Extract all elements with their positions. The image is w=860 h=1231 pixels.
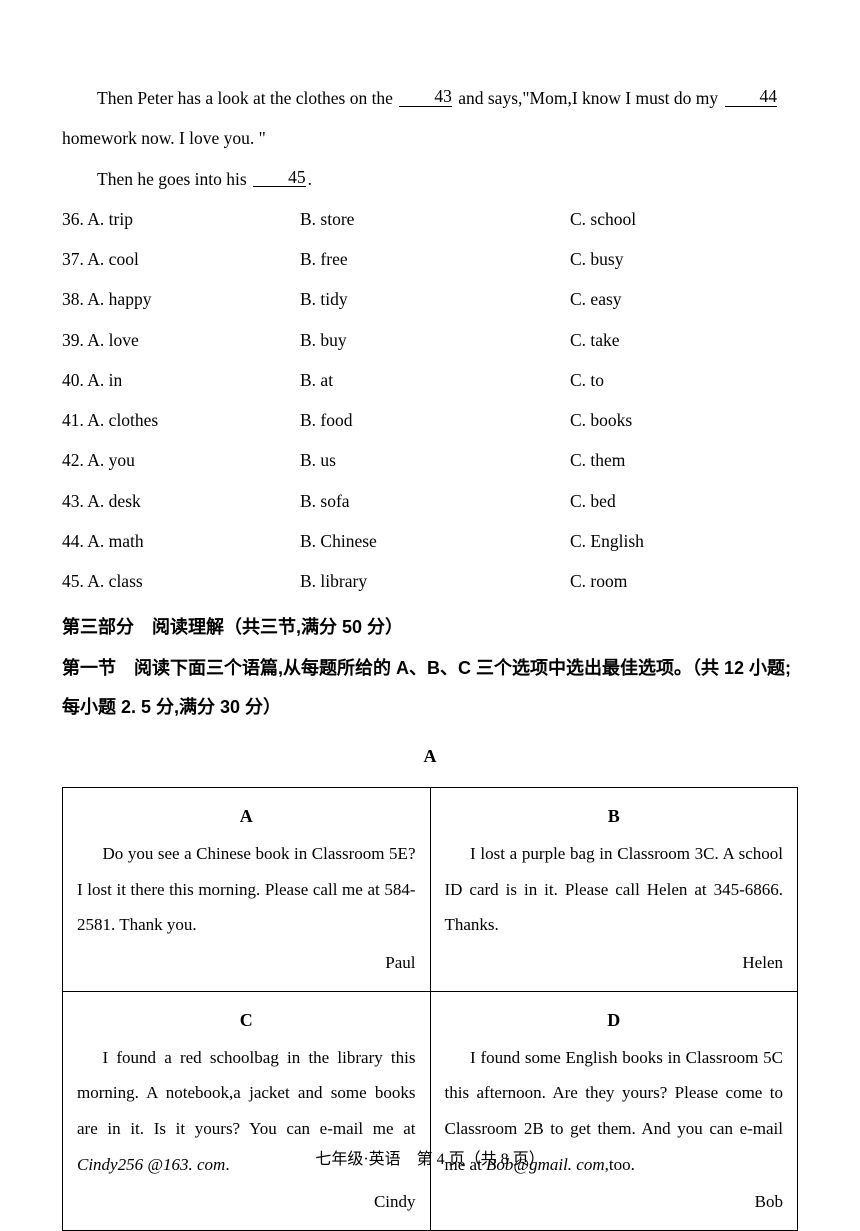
option-row: 40. A. inB. atC. to	[62, 360, 798, 400]
option-a: 37. A. cool	[62, 239, 300, 279]
cell-d-sig: Bob	[445, 1184, 784, 1220]
passage-text: .	[308, 169, 312, 189]
option-c: C. take	[570, 320, 798, 360]
option-row: 39. A. loveB. buyC. take	[62, 320, 798, 360]
option-b: B. free	[300, 239, 570, 279]
option-c: C. them	[570, 440, 798, 480]
option-a: 43. A. desk	[62, 481, 300, 521]
cell-c: C I found a red schoolbag in the library…	[63, 991, 431, 1230]
cell-a-text: Do you see a Chinese book in Classroom 5…	[77, 836, 416, 943]
option-row: 44. A. mathB. ChineseC. English	[62, 521, 798, 561]
cell-a: A Do you see a Chinese book in Classroom…	[63, 788, 431, 992]
option-b: B. buy	[300, 320, 570, 360]
passage-a-label: A	[62, 736, 798, 777]
option-a: 40. A. in	[62, 360, 300, 400]
section-three-heading: 第三部分 阅读理解（共三节,满分 50 分）	[62, 607, 798, 648]
option-c: C. English	[570, 521, 798, 561]
option-b: B. at	[300, 360, 570, 400]
cell-a-label: A	[77, 798, 416, 836]
option-c: C. room	[570, 561, 798, 601]
cell-a-sig: Paul	[77, 945, 416, 981]
cell-b-text: I lost a purple bag in Classroom 3C. A s…	[445, 836, 784, 943]
page-footer: 七年级·英语 第 4 页（共 8 页）	[0, 1142, 860, 1179]
cell-a-body: Do you see a Chinese book in Classroom 5…	[77, 836, 416, 943]
cell-b-label: B	[445, 798, 784, 836]
cell-d: D I found some English books in Classroo…	[430, 991, 798, 1230]
option-a: 44. A. math	[62, 521, 300, 561]
option-b: B. sofa	[300, 481, 570, 521]
option-row: 43. A. deskB. sofaC. bed	[62, 481, 798, 521]
option-a: 39. A. love	[62, 320, 300, 360]
option-row: 37. A. coolB. freeC. busy	[62, 239, 798, 279]
cell-c-pre: I found a red schoolbag in the library t…	[77, 1048, 416, 1138]
option-c: C. busy	[570, 239, 798, 279]
option-c: C. school	[570, 199, 798, 239]
cell-c-label: C	[77, 1002, 416, 1040]
option-row: 36. A. tripB. storeC. school	[62, 199, 798, 239]
option-b: B. tidy	[300, 279, 570, 319]
passage-text: and says,"Mom,I know I must do my	[454, 88, 723, 108]
option-b: B. store	[300, 199, 570, 239]
cell-d-label: D	[445, 1002, 784, 1040]
passage-text: Then Peter has a look at the clothes on …	[97, 88, 397, 108]
option-a: 42. A. you	[62, 440, 300, 480]
options-list: 36. A. tripB. storeC. school 37. A. cool…	[62, 199, 798, 602]
passage-line-2: homework now. I love you. "	[62, 118, 798, 158]
option-c: C. bed	[570, 481, 798, 521]
option-row: 41. A. clothesB. foodC. books	[62, 400, 798, 440]
cell-b-sig: Helen	[445, 945, 784, 981]
option-c: C. books	[570, 400, 798, 440]
option-b: B. food	[300, 400, 570, 440]
blank-44: 44	[725, 88, 778, 107]
cell-b: B I lost a purple bag in Classroom 3C. A…	[430, 788, 798, 992]
option-row: 42. A. youB. usC. them	[62, 440, 798, 480]
passage-text: Then he goes into his	[97, 169, 251, 189]
option-c: C. to	[570, 360, 798, 400]
blank-45: 45	[253, 169, 306, 188]
cell-b-body: I lost a purple bag in Classroom 3C. A s…	[445, 836, 784, 943]
cell-c-sig: Cindy	[77, 1184, 416, 1220]
passage-line-3: Then he goes into his 45.	[62, 159, 798, 199]
option-b: B. us	[300, 440, 570, 480]
option-row: 38. A. happyB. tidyC. easy	[62, 279, 798, 319]
option-a: 36. A. trip	[62, 199, 300, 239]
section-three-sub: 第一节 阅读下面三个语篇,从每题所给的 A、B、C 三个选项中选出最佳选项。（共…	[62, 649, 798, 728]
blank-43: 43	[399, 88, 452, 107]
option-c: C. easy	[570, 279, 798, 319]
option-a: 38. A. happy	[62, 279, 300, 319]
option-b: B. Chinese	[300, 521, 570, 561]
option-a: 41. A. clothes	[62, 400, 300, 440]
option-a: 45. A. class	[62, 561, 300, 601]
option-b: B. library	[300, 561, 570, 601]
passage-line-1: Then Peter has a look at the clothes on …	[62, 78, 798, 118]
option-row: 45. A. classB. libraryC. room	[62, 561, 798, 601]
